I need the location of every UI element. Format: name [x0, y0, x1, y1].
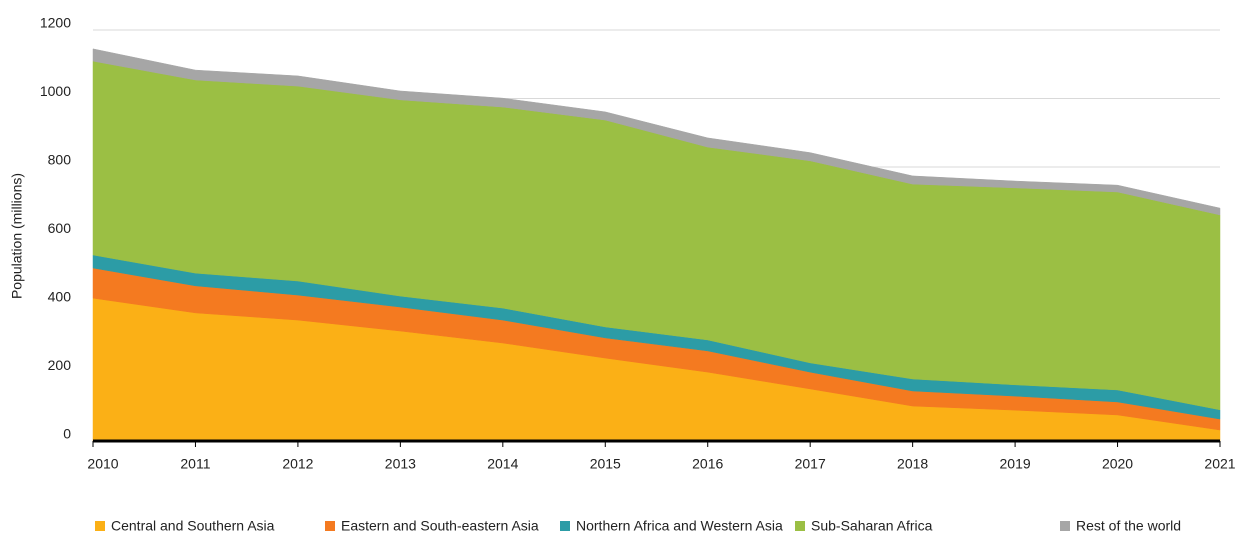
x-tick-label: 2010	[87, 456, 118, 472]
x-tick-label: 2015	[590, 456, 621, 472]
legend-swatch	[1060, 521, 1070, 531]
y-tick-label: 200	[48, 357, 72, 373]
legend-swatch	[795, 521, 805, 531]
x-tick-label: 2016	[692, 456, 723, 472]
legend-swatch	[95, 521, 105, 531]
y-tick-label: 800	[48, 152, 72, 168]
y-tick-label: 0	[63, 426, 71, 442]
legend-label: Central and Southern Asia	[111, 518, 275, 534]
x-tick-label: 2014	[487, 456, 518, 472]
y-tick-label: 1200	[40, 15, 71, 31]
legend-label: Rest of the world	[1076, 518, 1181, 534]
area	[92, 48, 1221, 216]
legend-swatch	[560, 521, 570, 531]
x-tick-label: 2011	[180, 456, 210, 472]
legend-label: Northern Africa and Western Asia	[576, 518, 783, 534]
y-tick-label: 400	[48, 289, 72, 305]
legend-swatch	[325, 521, 335, 531]
x-tick-label: 2019	[1000, 456, 1031, 472]
x-tick-label: 2012	[282, 456, 313, 472]
y-tick-label: 1000	[40, 83, 71, 99]
x-tick-label: 2013	[385, 456, 416, 472]
x-tick-label: 2021	[1204, 456, 1235, 472]
legend-label: Sub-Saharan Africa	[811, 518, 933, 534]
x-tick-label: 2017	[795, 456, 826, 472]
legend-label: Eastern and South-eastern Asia	[341, 518, 539, 534]
y-tick-label: 600	[48, 220, 72, 236]
y-axis-label: Population (millions)	[9, 173, 25, 299]
x-tick-label: 2020	[1102, 456, 1133, 472]
x-tick-label: 2018	[897, 456, 928, 472]
